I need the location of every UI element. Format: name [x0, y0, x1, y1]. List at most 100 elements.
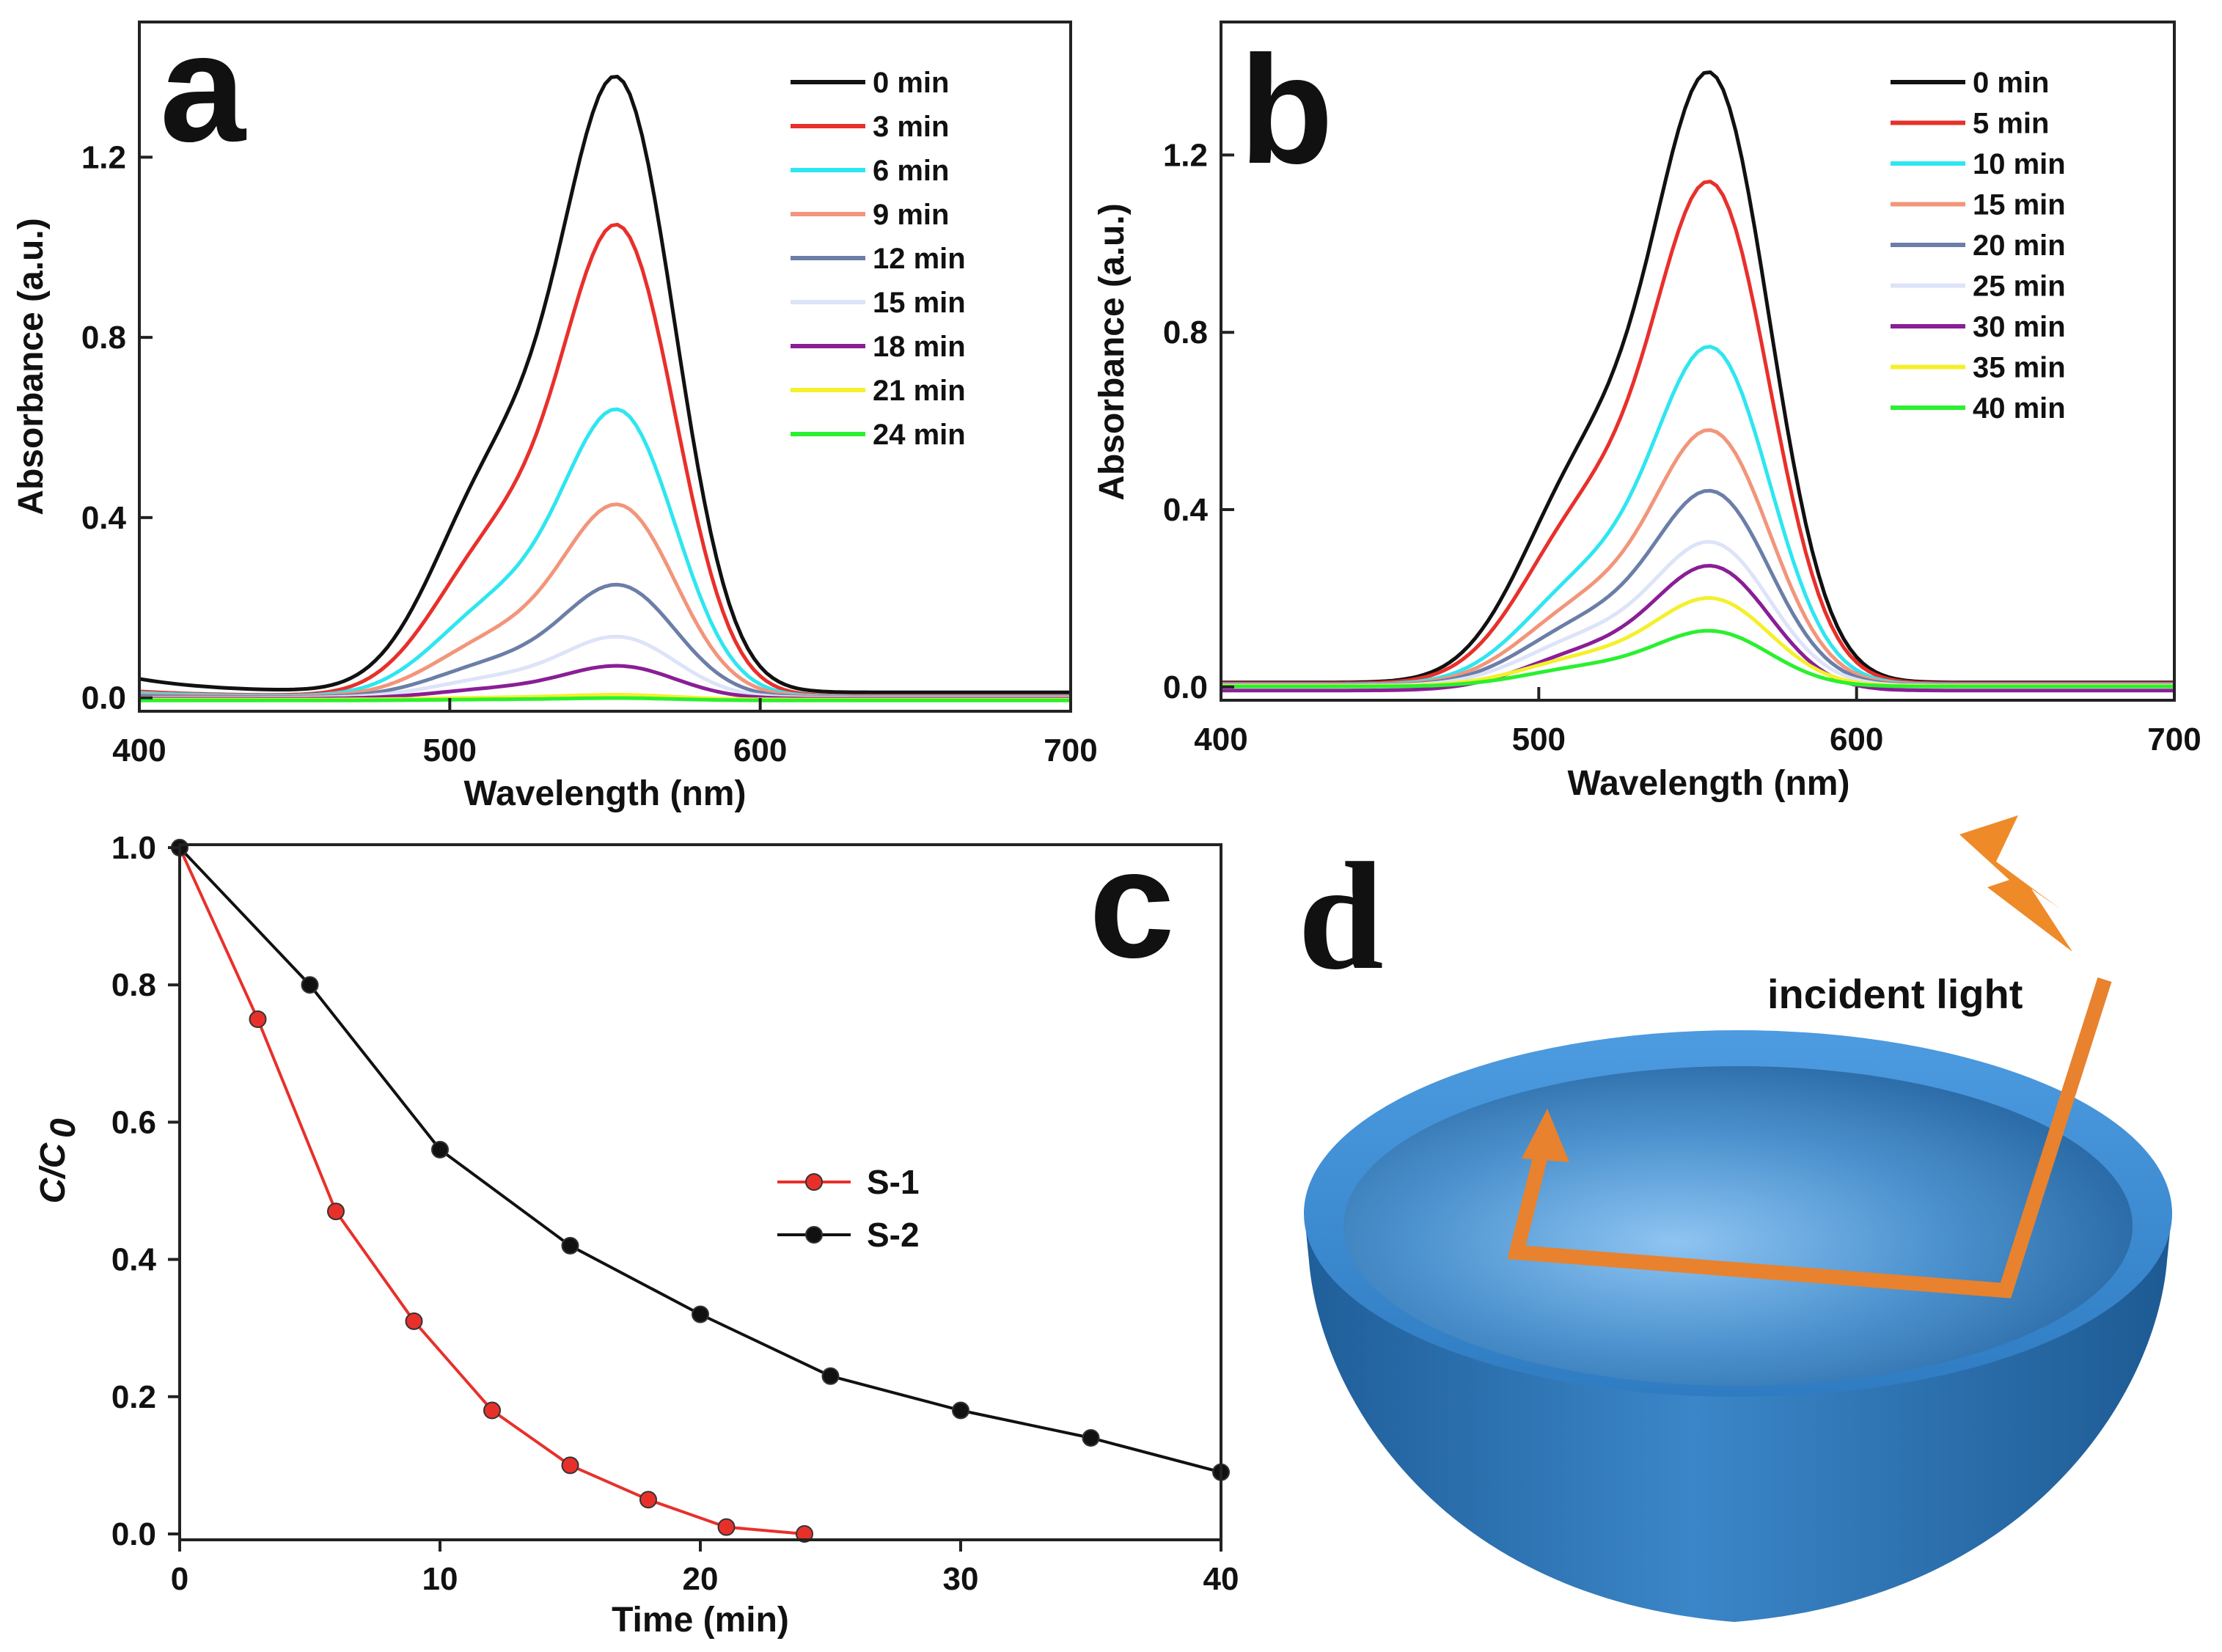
panel-a-frame: [138, 21, 1072, 713]
panel-c-ytick-label: 0.4: [111, 1242, 157, 1278]
panel-b-ticks: 400 500 600 700 0.0 0.4 0.8 1.2: [1163, 137, 2201, 757]
panel-a-xtick-label: 500: [423, 733, 477, 768]
panel-a-xtick-label: 400: [112, 733, 166, 768]
panel-b-legend-label: 40 min: [1973, 392, 2066, 425]
panel-c-ylabel-sub: 0: [44, 1118, 83, 1138]
panel-b-ylabel: Absorbance (a.u.): [1093, 203, 1132, 500]
panel-c-point-S-2: [1082, 1428, 1100, 1447]
incident-light-label: incident light: [1767, 971, 2023, 1017]
panel-b-curves: [1221, 70, 2174, 693]
panel-a-ytick-label: 0.0: [81, 680, 126, 716]
panel-a-legend-label: 0 min: [873, 67, 949, 99]
panel-a-legend: 0 min 3 min 6 min 9 min 12 min 15 min 18 min 21…: [791, 67, 966, 451]
panel-c-legend: S-1S-2: [777, 1163, 920, 1254]
panel-a-legend-label: 12 min: [873, 243, 966, 275]
panel-c-legend-marker: [805, 1173, 823, 1191]
panel-c-point-S-1: [483, 1401, 501, 1420]
panel-a-ytick-label: 1.2: [81, 139, 126, 175]
panel-b-xlabel: Wavelength (nm): [1568, 764, 1850, 803]
panel-b-xtick-label: 700: [2147, 722, 2201, 757]
panel-c-point-S-1: [249, 1010, 267, 1028]
panel-c-series-line-S-2: [178, 846, 1222, 1474]
panel-b-ytick-label: 1.2: [1163, 137, 1208, 173]
panel-a-curves: [139, 75, 1071, 702]
panel-c-ytick-label: 0.0: [111, 1516, 156, 1552]
panel-b-series-6: [1221, 564, 2174, 693]
panel-b-series-5: [1221, 540, 2174, 688]
panel-b-legend-label: 10 min: [1973, 148, 2066, 180]
panel-a-legend-label: 24 min: [873, 419, 966, 451]
panel-b-legend-label: 25 min: [1973, 271, 2066, 303]
panel-a-series-0: [139, 75, 1071, 694]
panel-c-xtick-label: 0: [171, 1561, 188, 1597]
panel-b-frame: [1220, 21, 2176, 702]
lightning-bolt-icon: [1959, 815, 2072, 952]
panel-c-point-S-2: [561, 1236, 579, 1255]
panel-c-point-S-1: [327, 1203, 345, 1221]
panel-a-xlabel: Wavelength (nm): [464, 774, 747, 813]
panel-d-bowl-illustration: d incident light: [1298, 815, 2172, 1622]
panel-b-ytick-label: 0.0: [1163, 669, 1208, 705]
panel-c-xtick-label: 10: [422, 1561, 458, 1597]
panel-a-legend-label: 21 min: [873, 375, 966, 407]
panel-c-xlabel: Time (min): [612, 1601, 789, 1640]
panel-b-legend-label: 20 min: [1973, 230, 2066, 262]
panel-d-letter: d: [1298, 831, 1384, 1002]
panel-c-ytick-label: 0.8: [111, 967, 156, 1003]
panel-a-legend-label: 15 min: [873, 287, 966, 319]
panel-c-ytick-label: 1.0: [111, 830, 156, 866]
panel-b-legend-label: 15 min: [1973, 189, 2066, 221]
panel-a-ylabel: Absorbance (a.u.): [12, 218, 51, 515]
panel-c-decay-chart: 0 10 20 30 40 0.0 0.2 0.4 0.6 0.8 1.0 c Time (min)…: [34, 818, 1239, 1640]
panel-c-point-S-2: [301, 976, 319, 994]
panel-b-series-3: [1221, 428, 2174, 687]
panel-a-legend-label: 18 min: [873, 331, 966, 363]
panel-c-point-S-1: [796, 1525, 813, 1543]
panel-a-absorbance-chart: 400 500 600 700 0.0 0.4 0.8 1.2 a Wavelength (n…: [12, 1, 1098, 813]
panel-b-letter: b: [1239, 23, 1333, 196]
panel-c-point-S-1: [717, 1518, 736, 1536]
panel-c-series-line-S-1: [178, 847, 805, 1535]
panel-c-ylabel-main: C/C: [34, 1142, 73, 1203]
panel-c-ytick-label: 0.2: [111, 1379, 156, 1415]
panel-a-legend-label: 6 min: [873, 155, 949, 187]
panel-c-xtick-label: 20: [683, 1561, 719, 1597]
panel-c-point-S-2: [952, 1401, 969, 1420]
panel-c-point-S-2: [431, 1140, 449, 1159]
panel-c-point-S-1: [639, 1491, 657, 1509]
panel-c-point-S-1: [561, 1456, 579, 1475]
panel-a-series-4: [139, 582, 1071, 700]
panel-a-letter: a: [160, 1, 247, 174]
panel-b-absorbance-chart: 400 500 600 700 0.0 0.4 0.8 1.2 b Wavelength (n…: [1093, 21, 2201, 803]
panel-b-ytick-label: 0.4: [1163, 492, 1209, 528]
panel-c-legend-marker: [805, 1226, 823, 1244]
panel-c-frame: [178, 843, 1222, 1541]
panel-b-legend-label: 35 min: [1973, 352, 2066, 384]
panel-b-series-7: [1221, 596, 2174, 689]
panel-b-series-4: [1221, 488, 2174, 687]
panel-b-xtick-label: 500: [1512, 722, 1566, 757]
panel-b-legend-label: 0 min: [1973, 67, 2049, 99]
panel-a-ytick-label: 0.4: [81, 500, 127, 536]
light-path-arrow: [1507, 977, 2112, 1299]
panel-a-ticks: 400 500 600 700 0.0 0.4 0.8 1.2: [81, 139, 1098, 768]
panel-a-series-8: [139, 696, 1071, 702]
panel-b-legend-label: 5 min: [1973, 108, 2049, 140]
panel-a-legend-label: 9 min: [873, 199, 949, 231]
panel-c-point-S-2: [692, 1305, 709, 1324]
panel-c-point-S-1: [405, 1312, 423, 1330]
panel-a-series-2: [139, 407, 1071, 699]
panel-b-legend: 0 min 5 min 10 min 15 min 20 min 25 min 30 min…: [1891, 67, 2066, 425]
panel-c-letter: c: [1089, 818, 1175, 990]
panel-a-xtick-label: 700: [1044, 733, 1097, 768]
panel-c-ytick-label: 0.6: [111, 1104, 156, 1140]
panel-a-ytick-label: 0.8: [81, 320, 126, 356]
panel-a-legend-label: 3 min: [873, 111, 949, 143]
bowl-inner: [1343, 1066, 2133, 1386]
panel-c-legend-label: S-2: [867, 1216, 920, 1254]
panel-b-ytick-label: 0.8: [1163, 315, 1208, 350]
arrowhead-icon: [1522, 1109, 1569, 1162]
panel-b-series-8: [1221, 628, 2174, 689]
panel-a-xtick-label: 600: [733, 733, 787, 768]
